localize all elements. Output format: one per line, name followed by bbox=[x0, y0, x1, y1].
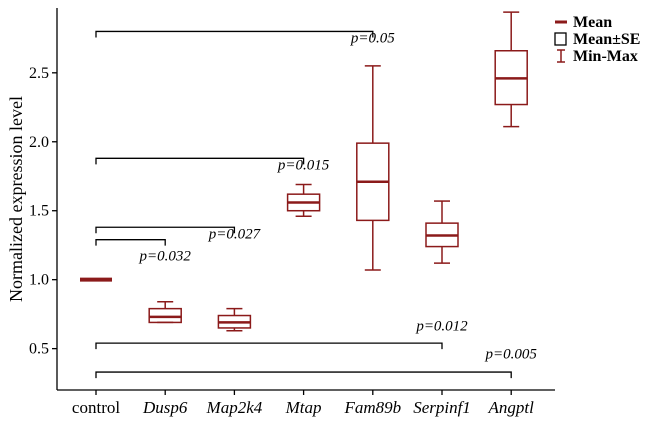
p-value-label: p=0.005 bbox=[485, 346, 538, 362]
x-category-label: Fam89b bbox=[343, 398, 401, 417]
boxes bbox=[80, 11, 528, 332]
y-tick-label: 1.5 bbox=[29, 203, 49, 220]
significance-bracket bbox=[95, 226, 236, 234]
legend-se-symbol bbox=[554, 32, 567, 46]
legend-label: Min-Max bbox=[573, 48, 638, 65]
y-tick-label: 1.0 bbox=[29, 272, 49, 289]
y-ticks: 0.5 1.0 1.5 2.0 2.5 bbox=[29, 65, 57, 358]
y-axis-label: Normalized expression level bbox=[6, 96, 26, 302]
p-value-label: p=0.015 bbox=[277, 157, 330, 173]
legend-label: Mean±SE bbox=[573, 31, 640, 48]
y-tick-label: 2.5 bbox=[29, 65, 49, 82]
legend-label: Mean bbox=[573, 14, 612, 31]
p-value-label: p=0.027 bbox=[208, 226, 262, 242]
p-value-label: p=0.05 bbox=[350, 30, 395, 46]
x-category-label: Dusp6 bbox=[142, 398, 188, 417]
significance-bracket bbox=[95, 342, 443, 350]
p-value-label: p=0.012 bbox=[415, 319, 468, 335]
se-box bbox=[148, 307, 182, 324]
significance-bracket bbox=[95, 239, 166, 246]
p-value-label: p=0.032 bbox=[139, 248, 192, 264]
significance-bracket bbox=[95, 30, 374, 38]
y-tick-label: 2.0 bbox=[29, 134, 49, 151]
x-category-label: Mtap bbox=[285, 398, 322, 417]
x-category-label: Map2k4 bbox=[206, 398, 263, 417]
y-tick-label: 0.5 bbox=[29, 341, 49, 358]
x-category-label: control bbox=[72, 398, 120, 417]
x-category-label: Serpinf1 bbox=[413, 398, 471, 417]
significance-annotations: p=0.05 p=0.015 p=0.027 p=0.032 p=0.012 p=0.00… bbox=[95, 30, 538, 379]
significance-bracket bbox=[95, 371, 512, 379]
axes bbox=[56, 8, 555, 391]
significance-bracket bbox=[95, 157, 305, 165]
x-category-label: Angptl bbox=[488, 398, 535, 417]
x-categories: control Dusp6 Map2k4 Mtap Fam89b Serpinf1 Angp… bbox=[72, 390, 534, 417]
